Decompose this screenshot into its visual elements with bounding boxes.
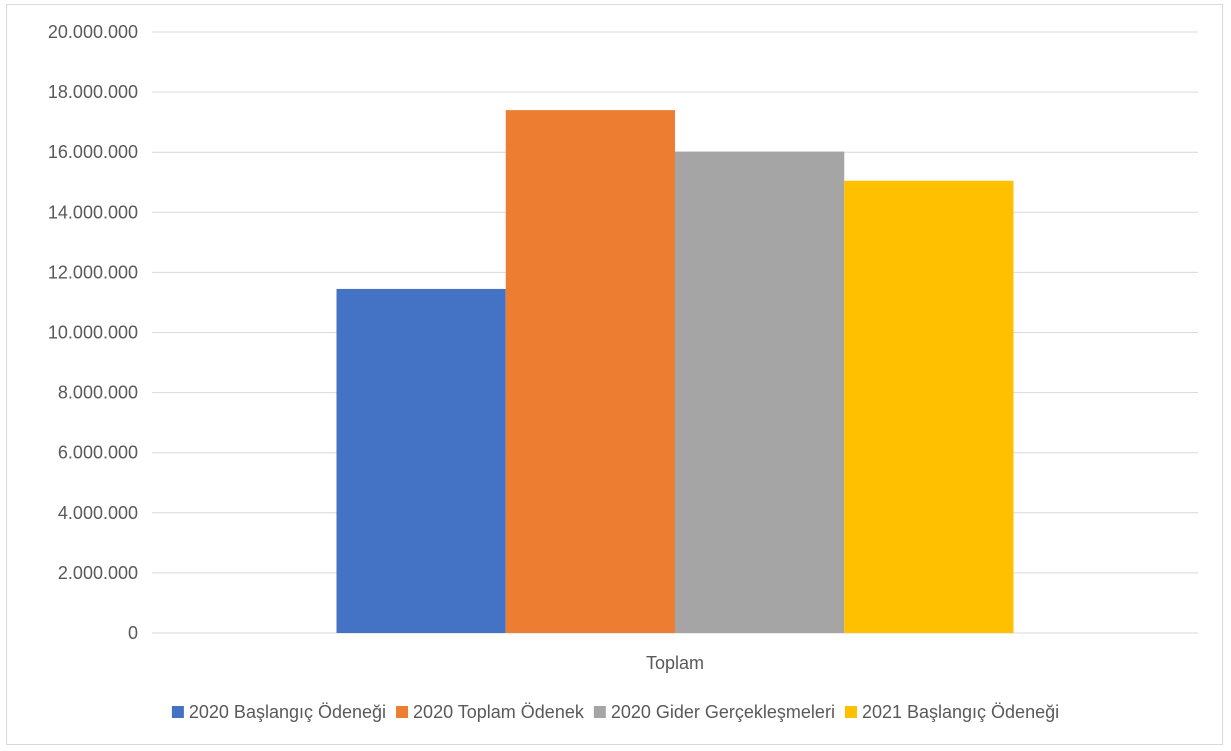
bar-series-3 — [675, 151, 845, 633]
legend-label: 2021 Başlangıç Ödeneği — [862, 702, 1059, 722]
x-axis-category-labels: Toplam — [646, 653, 704, 673]
y-tick-label: 16.000.000 — [48, 142, 138, 162]
legend-swatch — [396, 706, 409, 718]
x-category-label: Toplam — [646, 653, 704, 673]
bar-series-2 — [505, 110, 675, 633]
bars — [336, 110, 1014, 633]
bar-series-1 — [336, 288, 506, 633]
y-tick-label: 8.000.000 — [58, 383, 138, 403]
bar-series-4 — [844, 180, 1014, 633]
y-tick-label: 20.000.000 — [48, 22, 138, 42]
legend-item: 2020 Başlangıç Ödeneği — [171, 702, 386, 722]
legend-label: 2020 Başlangıç Ödeneği — [189, 702, 386, 722]
legend-label: 2020 Toplam Ödenek — [413, 702, 585, 722]
legend-label: 2020 Gider Gerçekleşmeleri — [611, 702, 835, 722]
legend-item: 2021 Başlangıç Ödeneği — [844, 702, 1059, 722]
y-tick-label: 0 — [128, 623, 138, 643]
legend-swatch — [844, 706, 857, 718]
y-tick-label: 18.000.000 — [48, 82, 138, 102]
legend-item: 2020 Gider Gerçekleşmeleri — [593, 702, 835, 722]
legend-item: 2020 Toplam Ödenek — [396, 702, 585, 722]
y-tick-label: 2.000.000 — [58, 563, 138, 583]
legend: 2020 Başlangıç Ödeneği 2020 Toplam Ödenek… — [171, 702, 1059, 722]
y-tick-label: 10.000.000 — [48, 323, 138, 343]
y-tick-label: 6.000.000 — [58, 443, 138, 463]
legend-swatch — [171, 706, 184, 718]
y-axis-tick-labels: 0 2.000.000 4.000.000 6.000.000 8.000.000 10.… — [48, 22, 138, 643]
y-tick-label: 12.000.000 — [48, 262, 138, 282]
y-tick-label: 14.000.000 — [48, 202, 138, 222]
y-tick-label: 4.000.000 — [58, 503, 138, 523]
legend-swatch — [593, 706, 606, 718]
